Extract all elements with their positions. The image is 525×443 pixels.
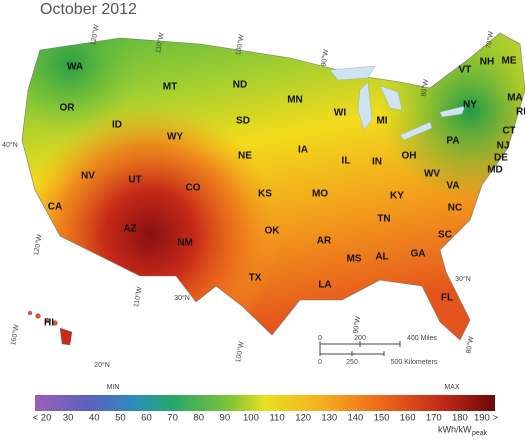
state-label: OK xyxy=(265,226,281,237)
graticule-label: 20°N xyxy=(94,361,110,369)
legend-tick: 80 xyxy=(193,413,204,424)
graticule-label: 90°W xyxy=(319,48,330,67)
legend-min: MIN xyxy=(107,384,120,391)
legend-tick: 60 xyxy=(141,413,152,424)
state-label: LA xyxy=(318,280,331,291)
state-label: SC xyxy=(438,230,452,241)
state-label: WY xyxy=(167,132,183,143)
graticule-label: 30°N xyxy=(174,294,190,302)
title: October 2012 xyxy=(40,1,137,18)
state-label: VT xyxy=(459,65,472,76)
legend-tick: 40 xyxy=(89,413,100,424)
state-label: TX xyxy=(249,273,262,284)
state-label: IA xyxy=(298,145,308,156)
legend-max: MAX xyxy=(444,384,460,391)
state-label: NC xyxy=(448,203,462,214)
scale-bar xyxy=(319,341,401,356)
state-label: KY xyxy=(390,191,404,202)
state-label: ID xyxy=(112,120,122,131)
graticule-label: 100°W xyxy=(234,341,246,364)
state-label: ND xyxy=(233,80,247,91)
graticule-label: 100°W xyxy=(234,34,246,57)
graticule-label: 160°W xyxy=(9,324,21,347)
state-label: NV xyxy=(81,171,95,182)
state-label: MS xyxy=(347,254,362,265)
state-label: NM xyxy=(177,238,193,249)
state-label: OH xyxy=(402,151,417,162)
legend-unit: kWh/kW xyxy=(438,424,472,434)
legend-tick: 160 xyxy=(400,413,416,424)
legend-tick: 70 xyxy=(167,413,178,424)
legend-tick: 150 xyxy=(374,413,390,424)
graticule-label: 90°W xyxy=(351,315,362,334)
state-label: MO xyxy=(312,189,328,200)
graticule-label: 70°W xyxy=(484,30,495,49)
state-label: CO xyxy=(186,183,201,194)
graticule-label: 110°W xyxy=(154,32,166,54)
state-label: IL xyxy=(342,156,351,167)
state-label: GA xyxy=(411,249,426,260)
legend-tick: 190 > xyxy=(474,413,498,424)
state-label: VA xyxy=(446,181,459,192)
state-label: WV xyxy=(424,169,440,180)
legend-tick: 100 xyxy=(243,413,259,424)
state-label: MT xyxy=(163,82,177,93)
graticule-label: 110°W xyxy=(132,286,144,308)
state-label: AL xyxy=(375,252,388,263)
legend-tick: 180 xyxy=(452,413,468,424)
graticule-label: 80°W xyxy=(464,335,475,354)
graticule-label: 120°W xyxy=(89,24,101,47)
scale-km: 0 xyxy=(318,359,322,366)
state-label: CA xyxy=(48,202,62,213)
state-label: PA xyxy=(446,136,459,147)
legend-tick: 120 xyxy=(295,413,311,424)
scale-miles: 400 Miles xyxy=(407,335,437,342)
state-label: NJ xyxy=(497,141,510,152)
state-label: MN xyxy=(287,95,303,106)
state-label: NH xyxy=(480,57,494,68)
state-label: KS xyxy=(258,189,272,200)
state-label: IN xyxy=(372,157,382,168)
graticule-label: 120°W xyxy=(32,234,44,257)
state-label: OR xyxy=(60,103,76,114)
graticule-label: 30°N xyxy=(455,275,471,283)
state-label: AR xyxy=(317,236,332,247)
state-label: SD xyxy=(236,116,250,127)
state-label: WA xyxy=(67,62,83,73)
legend-bar xyxy=(35,395,495,411)
graticule-label: 40°N xyxy=(2,141,18,149)
legend-tick: 30 xyxy=(63,413,74,424)
state-label: DE xyxy=(494,153,508,164)
state-label: NE xyxy=(238,151,252,162)
great-lakes xyxy=(329,65,466,141)
state-label: HI xyxy=(44,318,54,329)
state-label: CT xyxy=(502,126,515,137)
legend-unit-sub: peak xyxy=(472,430,488,437)
state-label: AZ xyxy=(123,224,136,235)
legend-tick: 90 xyxy=(220,413,231,424)
graticule-label: 80°W xyxy=(419,78,430,97)
state-label: UT xyxy=(128,175,141,186)
legend-tick: < 20 xyxy=(33,413,52,424)
state-label: NY xyxy=(463,100,477,111)
scale-miles: 200 xyxy=(354,335,366,342)
state-label: MA xyxy=(507,93,523,104)
scale-miles: 0 xyxy=(318,335,322,342)
legend-tick: 140 xyxy=(347,413,363,424)
state-label: WI xyxy=(334,108,346,119)
legend-tick: 50 xyxy=(115,413,126,424)
state-label: FL xyxy=(441,293,453,304)
state-label: MI xyxy=(376,116,387,127)
scale-km: 500 Kilometers xyxy=(391,359,438,366)
state-label: RI xyxy=(516,107,525,118)
legend-tick: 110 xyxy=(269,413,284,424)
state-label: TN xyxy=(377,214,390,225)
legend-tick: 170 xyxy=(426,413,442,424)
state-label: MD xyxy=(487,165,503,176)
state-label: ME xyxy=(502,56,517,67)
scale-km: 250 xyxy=(346,359,358,366)
hawaii xyxy=(27,310,73,346)
legend-tick: 130 xyxy=(321,413,337,424)
